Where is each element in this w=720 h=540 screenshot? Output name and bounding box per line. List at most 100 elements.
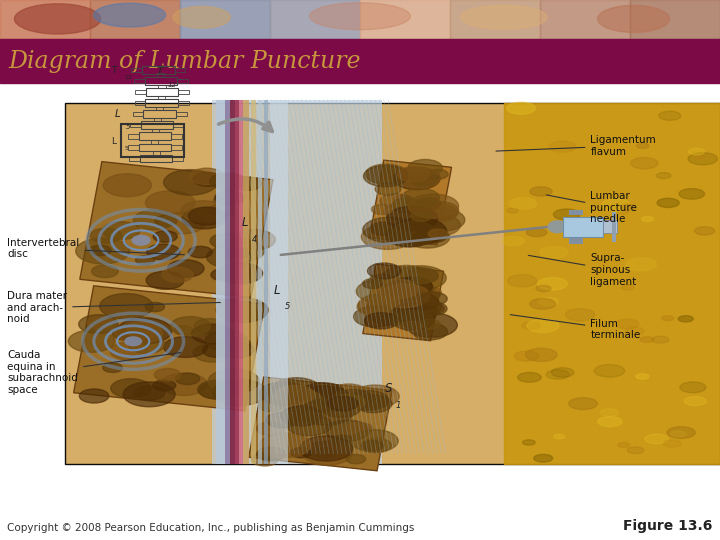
- Ellipse shape: [636, 143, 649, 148]
- Ellipse shape: [621, 204, 636, 210]
- Ellipse shape: [416, 208, 465, 232]
- Ellipse shape: [208, 369, 259, 393]
- Ellipse shape: [87, 316, 112, 329]
- Ellipse shape: [193, 172, 222, 186]
- Ellipse shape: [259, 382, 308, 405]
- Ellipse shape: [163, 170, 217, 195]
- Text: 5: 5: [125, 146, 128, 151]
- Ellipse shape: [394, 167, 440, 190]
- Ellipse shape: [678, 316, 693, 322]
- Ellipse shape: [333, 435, 353, 444]
- Text: Supra-
spinous
ligament: Supra- spinous ligament: [528, 253, 636, 287]
- Ellipse shape: [406, 313, 457, 338]
- Ellipse shape: [546, 370, 570, 379]
- Ellipse shape: [598, 5, 670, 32]
- Ellipse shape: [258, 400, 284, 411]
- Bar: [140, 154, 172, 163]
- Ellipse shape: [695, 227, 715, 235]
- Bar: [143, 66, 175, 74]
- Ellipse shape: [636, 374, 649, 379]
- Ellipse shape: [162, 267, 193, 282]
- Text: 5: 5: [126, 124, 130, 130]
- Ellipse shape: [392, 310, 434, 330]
- Polygon shape: [363, 264, 444, 341]
- Ellipse shape: [170, 316, 210, 336]
- Ellipse shape: [362, 441, 384, 451]
- Ellipse shape: [194, 319, 225, 334]
- Ellipse shape: [394, 195, 413, 204]
- Bar: [153, 118, 161, 122]
- Polygon shape: [212, 100, 382, 464]
- Ellipse shape: [117, 318, 172, 344]
- Ellipse shape: [124, 336, 143, 346]
- Ellipse shape: [103, 363, 122, 373]
- Text: L: L: [111, 137, 116, 146]
- Ellipse shape: [14, 4, 101, 34]
- Bar: [128, 134, 139, 138]
- Ellipse shape: [392, 218, 446, 245]
- Ellipse shape: [549, 141, 576, 152]
- Ellipse shape: [420, 201, 459, 220]
- Ellipse shape: [362, 279, 383, 288]
- Ellipse shape: [514, 351, 539, 361]
- Ellipse shape: [117, 322, 163, 343]
- Ellipse shape: [363, 217, 416, 242]
- Text: 1: 1: [396, 401, 401, 410]
- Ellipse shape: [300, 399, 354, 425]
- Ellipse shape: [78, 315, 118, 334]
- Ellipse shape: [145, 191, 195, 214]
- Ellipse shape: [146, 271, 184, 289]
- Bar: [0, 83, 720, 500]
- Ellipse shape: [688, 153, 717, 165]
- Ellipse shape: [325, 420, 369, 441]
- Bar: [155, 63, 162, 66]
- Bar: [230, 100, 235, 464]
- Ellipse shape: [594, 364, 625, 377]
- Ellipse shape: [193, 344, 232, 362]
- Ellipse shape: [413, 214, 460, 237]
- Ellipse shape: [405, 223, 447, 244]
- Bar: [235, 100, 239, 464]
- Ellipse shape: [618, 442, 630, 448]
- Ellipse shape: [131, 235, 151, 246]
- Ellipse shape: [348, 390, 389, 410]
- Bar: [172, 157, 183, 160]
- Bar: [158, 85, 166, 88]
- Ellipse shape: [199, 382, 235, 399]
- Ellipse shape: [333, 389, 373, 409]
- Ellipse shape: [147, 244, 180, 260]
- Text: Figure 13.6: Figure 13.6: [624, 519, 713, 533]
- Ellipse shape: [554, 434, 564, 439]
- Ellipse shape: [155, 215, 177, 226]
- Ellipse shape: [379, 284, 430, 308]
- Ellipse shape: [680, 382, 706, 393]
- Ellipse shape: [300, 383, 346, 404]
- Ellipse shape: [392, 277, 432, 296]
- Ellipse shape: [133, 210, 175, 230]
- Ellipse shape: [102, 221, 140, 240]
- Text: L: L: [241, 217, 248, 230]
- Ellipse shape: [128, 336, 165, 353]
- Bar: [156, 107, 163, 110]
- Ellipse shape: [351, 430, 398, 452]
- Ellipse shape: [405, 226, 450, 248]
- Ellipse shape: [539, 298, 558, 306]
- Bar: [264, 100, 268, 464]
- Bar: [177, 79, 188, 83]
- Ellipse shape: [410, 211, 432, 221]
- Ellipse shape: [534, 454, 553, 462]
- Ellipse shape: [287, 414, 332, 436]
- Ellipse shape: [216, 298, 268, 322]
- Text: Cauda
equina in
subarachnoid
space: Cauda equina in subarachnoid space: [7, 350, 181, 395]
- Ellipse shape: [411, 274, 432, 284]
- Bar: [129, 157, 140, 160]
- Ellipse shape: [413, 323, 448, 340]
- Bar: [225, 100, 230, 464]
- Ellipse shape: [160, 212, 205, 234]
- Bar: [258, 100, 262, 464]
- Ellipse shape: [361, 438, 392, 453]
- Bar: [141, 122, 174, 129]
- Ellipse shape: [233, 230, 275, 250]
- Bar: [171, 145, 182, 150]
- Ellipse shape: [111, 379, 151, 398]
